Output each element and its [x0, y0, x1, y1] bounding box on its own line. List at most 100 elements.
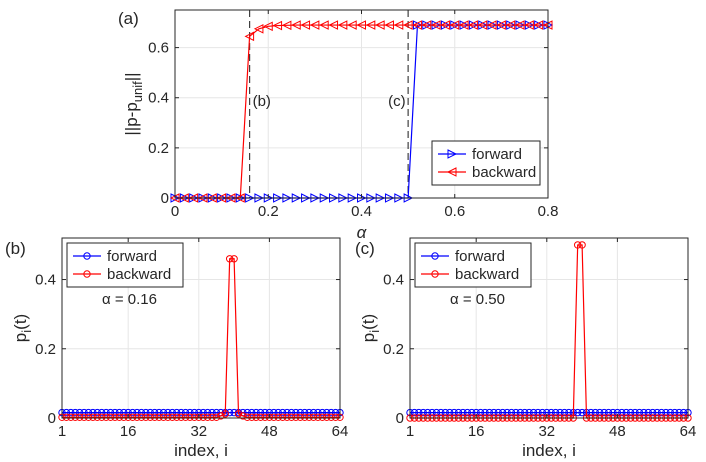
- data-point: [679, 408, 688, 417]
- x-tick-label: 16: [120, 423, 137, 440]
- data-point: [111, 408, 119, 417]
- x-tick-label: 32: [538, 423, 555, 440]
- data-point: [578, 241, 586, 249]
- data-point: [314, 413, 322, 422]
- data-point: [291, 20, 301, 30]
- data-point: [106, 413, 115, 422]
- data-point: [318, 408, 327, 417]
- data-point: [159, 413, 168, 422]
- data-point: [292, 413, 300, 422]
- data-point: [278, 413, 287, 422]
- data-point: [477, 20, 488, 30]
- y-axis-label: pi(t): [359, 314, 382, 342]
- data-point: [173, 408, 181, 417]
- x-tick-label: 32: [190, 423, 207, 440]
- legend-box: [431, 140, 541, 186]
- data-point: [181, 408, 190, 417]
- data-point: [212, 413, 221, 422]
- data-point: [644, 408, 652, 417]
- x-tick-label: 1: [58, 423, 66, 440]
- legend-label-forward: forward: [472, 146, 522, 163]
- legend-label-backward: backward: [455, 266, 519, 283]
- data-point: [199, 408, 207, 417]
- data-point: [137, 408, 146, 417]
- data-point: [309, 408, 318, 417]
- data-point: [80, 413, 88, 422]
- data-point: [115, 413, 124, 422]
- data-point: [524, 20, 534, 30]
- data-point: [221, 410, 229, 418]
- data-point: [230, 255, 238, 263]
- data-point: [120, 408, 128, 417]
- y-label-sub: unif: [130, 81, 145, 102]
- data-point: [419, 408, 427, 417]
- x-axis-label: index, i: [174, 441, 228, 460]
- legend-marker-backward: [431, 270, 439, 278]
- y-axis-label: ||p-punif||: [122, 72, 145, 135]
- data-point: [89, 408, 97, 417]
- data-point: [498, 408, 507, 417]
- data-point: [272, 20, 283, 31]
- data-point: [208, 413, 216, 422]
- data-point: [318, 413, 327, 422]
- data-point: [159, 408, 168, 417]
- axes-box: [409, 237, 689, 419]
- data-point: [62, 413, 71, 422]
- data-point: [507, 408, 516, 417]
- data-point: [146, 408, 154, 417]
- y-label-end: (t): [359, 314, 378, 330]
- data-point: [89, 413, 97, 422]
- data-point: [622, 408, 630, 417]
- data-point: [331, 413, 340, 422]
- data-point: [640, 408, 648, 417]
- y-tick-label: 0.4: [383, 272, 404, 289]
- data-point: [283, 413, 291, 422]
- panel-label: (c): [355, 239, 375, 258]
- data-point: [393, 20, 404, 30]
- data-point: [155, 413, 163, 422]
- data-point: [80, 408, 88, 417]
- data-point: [556, 408, 564, 417]
- data-point: [115, 408, 124, 417]
- data-point: [437, 408, 445, 417]
- data-point: [177, 408, 185, 417]
- data-point: [596, 408, 604, 417]
- data-point: [287, 413, 296, 422]
- data-point: [274, 408, 282, 417]
- x-axis-label: index, i: [522, 441, 576, 460]
- data-point: [671, 408, 679, 417]
- data-point: [181, 413, 190, 422]
- data-point: [155, 408, 163, 417]
- legend-label-backward: backward: [107, 266, 171, 283]
- data-point: [412, 20, 422, 30]
- data-point: [319, 20, 329, 30]
- legend-marker-backward: [446, 167, 457, 177]
- data-point: [512, 408, 520, 417]
- data-point: [305, 413, 313, 422]
- data-point: [142, 408, 150, 417]
- data-point: [186, 413, 194, 422]
- data-point: [102, 408, 110, 417]
- data-point: [252, 413, 260, 422]
- data-point: [186, 408, 194, 417]
- data-point: [327, 413, 335, 422]
- data-point: [190, 413, 199, 422]
- data-point: [450, 408, 458, 417]
- data-point: [300, 408, 309, 417]
- data-point: [600, 408, 608, 417]
- x-tick-label: 64: [332, 423, 349, 440]
- data-point: [468, 20, 478, 30]
- data-point: [133, 408, 141, 417]
- data-point: [635, 408, 644, 417]
- data-point: [521, 408, 529, 417]
- data-point: [244, 31, 255, 42]
- data-point: [449, 20, 460, 30]
- data-point: [128, 413, 137, 422]
- y-label-end: (t): [11, 314, 30, 330]
- data-point: [375, 20, 385, 30]
- data-point: [248, 413, 256, 422]
- y-tick-label: 0.6: [148, 40, 169, 57]
- data-point: [71, 413, 79, 422]
- data-point: [133, 413, 141, 422]
